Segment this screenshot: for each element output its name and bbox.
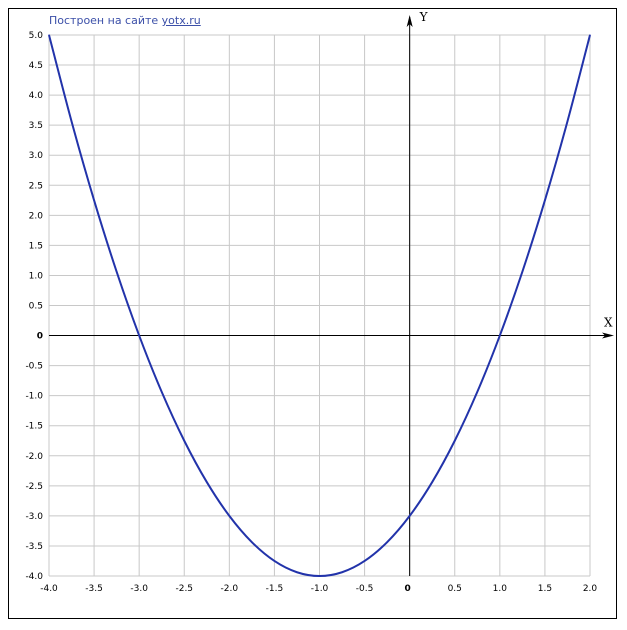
data-point xyxy=(206,481,208,483)
y-tick-label: 3.0 xyxy=(29,151,44,161)
data-point xyxy=(341,571,343,573)
x-tick-label: 2.0 xyxy=(583,584,598,594)
data-point xyxy=(589,34,591,36)
site-credit: Построен на сайте yotx.ru xyxy=(49,14,201,27)
y-tick-label: -4.0 xyxy=(25,572,43,582)
axes xyxy=(49,15,614,576)
x-tick-label: -3.5 xyxy=(85,584,103,594)
data-point xyxy=(161,391,163,393)
data-point xyxy=(476,391,478,393)
y-tick-label: -2.0 xyxy=(25,452,43,462)
data-point xyxy=(70,120,73,123)
x-tick-label: -0.5 xyxy=(356,584,374,594)
data-point xyxy=(454,440,456,442)
y-tick-label: 0.5 xyxy=(29,302,43,312)
curve xyxy=(48,34,591,578)
x-tick-label: -3.0 xyxy=(130,584,148,594)
function-plot: -4.0 -3.5 -3.0 -2.5 -2.0 -1.5 -1.0 -0.5 0 0.5 1.0 1… xyxy=(25,10,614,594)
tick-labels: -4.0 -3.5 -3.0 -2.5 -2.0 -1.5 -1.0 -0.5 0 0.5 1.0 1… xyxy=(25,10,613,594)
y-tick-label: 1.5 xyxy=(29,241,43,251)
y-tick-label: -3.5 xyxy=(25,542,43,552)
y-tick-label: 1.0 xyxy=(29,271,44,281)
y-tick-label: -1.5 xyxy=(25,422,43,432)
y-tick-label: -0.5 xyxy=(25,362,43,372)
x-axis-label: X xyxy=(604,316,613,330)
data-point xyxy=(363,560,366,562)
y-tick-label: 2.0 xyxy=(29,211,44,221)
y-axis-label: Y xyxy=(419,10,429,24)
data-point xyxy=(409,515,411,517)
data-point xyxy=(93,199,95,201)
x-tick-label: 1.0 xyxy=(493,584,508,594)
y-tick-label: -3.0 xyxy=(25,512,43,522)
data-point xyxy=(48,34,50,36)
x-axis-arrow xyxy=(602,332,614,339)
credit-text: Построен на сайте xyxy=(49,14,159,27)
x-tick-label: 0.5 xyxy=(448,584,462,594)
data-point xyxy=(544,199,546,201)
y-tick-label: 5.0 xyxy=(29,31,44,41)
y-tick-label: 4.0 xyxy=(29,91,44,101)
data-point xyxy=(386,541,388,543)
data-point xyxy=(273,560,276,562)
data-point xyxy=(251,541,253,543)
x-tick-label: 1.5 xyxy=(538,584,552,594)
grid xyxy=(48,34,591,577)
y-tick-label: -2.5 xyxy=(25,482,43,492)
y-tick-label: 2.5 xyxy=(29,181,43,191)
y-tick-label: 3.5 xyxy=(29,121,43,131)
x-tick-label: -1.5 xyxy=(266,584,284,594)
credit-link[interactable]: yotx.ru xyxy=(161,14,201,27)
data-point xyxy=(499,334,501,337)
data-point xyxy=(296,571,298,573)
x-tick-label: -2.0 xyxy=(221,584,239,594)
x-tick-label: -2.5 xyxy=(175,584,193,594)
x-tick-label: -4.0 xyxy=(40,584,58,594)
data-point xyxy=(318,575,321,577)
data-point xyxy=(566,120,569,123)
data-point xyxy=(431,481,433,483)
y-tick-label: -1.0 xyxy=(25,392,43,402)
y-tick-label: 4.5 xyxy=(29,61,43,71)
data-point xyxy=(521,271,523,273)
y-axis-arrow xyxy=(406,15,413,27)
data-point xyxy=(138,334,140,337)
x-tick-label: -1.0 xyxy=(311,584,329,594)
data-point xyxy=(116,271,118,273)
data-point xyxy=(183,440,185,442)
chart-frame: -4.0 -3.5 -3.0 -2.5 -2.0 -1.5 -1.0 -0.5 0 0.5 1.0 1… xyxy=(8,8,617,619)
x-tick-label: 0 xyxy=(405,584,411,594)
y-tick-label: 0 xyxy=(37,332,43,342)
data-point xyxy=(228,515,230,517)
